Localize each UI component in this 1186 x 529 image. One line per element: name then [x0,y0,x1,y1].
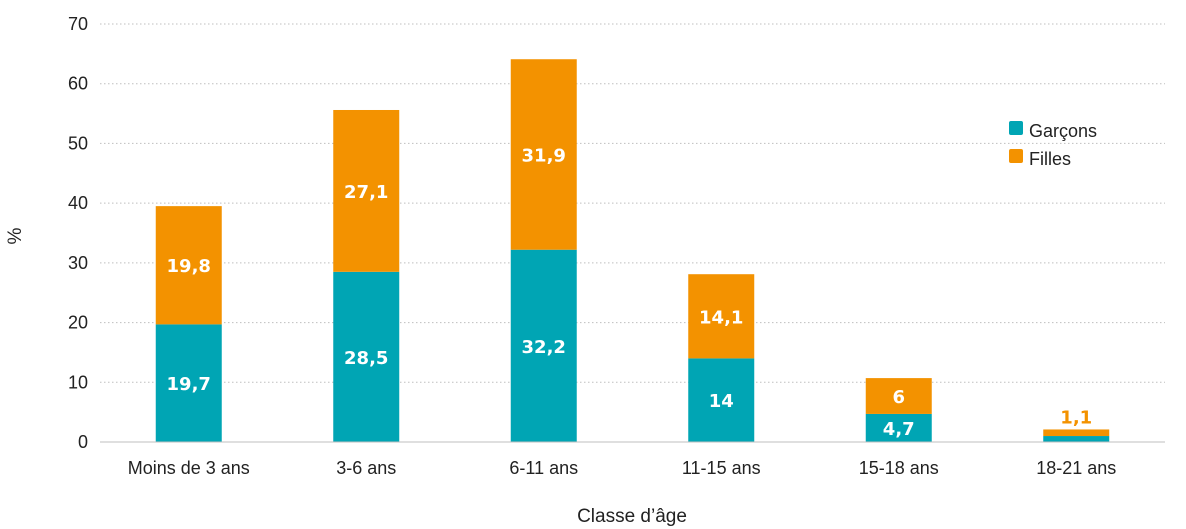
data-labels: 19,7 19,8 28,5 27,1 32,2 31,9 14 14,1 4,7 6 1,1 [167,145,1093,439]
legend-label-garcons: Garçons [1029,121,1097,141]
data-label-garcons: 28,5 [344,348,388,369]
bar-garcons [1043,436,1110,442]
x-tick-label: 11-15 ans [682,458,761,478]
y-axis-title: % [5,227,26,244]
y-tick-label: 60 [68,74,88,94]
legend-label-filles: Filles [1029,149,1071,169]
bar-garcons [155,324,222,442]
legend: Garçons Filles [1009,121,1097,169]
y-tick-label: 70 [68,14,88,34]
bar-filles [155,206,222,325]
data-label-garcons: 4,7 [883,419,915,440]
data-label-filles: 14,1 [699,307,743,328]
y-axis-ticks: 0 10 20 30 40 50 60 70 [68,14,88,452]
bar-garcons [333,271,400,442]
bar-filles [333,109,400,272]
y-tick-label: 0 [78,432,88,452]
legend-swatch-filles [1009,149,1023,163]
bar-filles [688,274,755,359]
x-axis-ticks: Moins de 3 ans 3-6 ans 6-11 ans 11-15 ans 15… [128,458,1117,478]
bars [155,59,1110,442]
data-label-filles: 19,8 [167,256,211,277]
y-tick-label: 40 [68,193,88,213]
legend-swatch-garcons [1009,121,1023,135]
y-tick-label: 20 [68,313,88,333]
data-label-filles: 1,1 [1060,407,1092,428]
bar-garcons [510,249,577,442]
data-label-garcons: 19,7 [167,374,211,395]
x-tick-label: 6-11 ans [509,458,578,478]
x-tick-label: 15-18 ans [859,458,939,478]
x-tick-label: 3-6 ans [336,458,396,478]
y-tick-label: 50 [68,133,88,153]
bar-filles [865,378,932,414]
x-axis-title: Classe d’âge [577,506,687,527]
bar-garcons [865,413,932,442]
data-label-filles: 31,9 [522,145,566,166]
x-tick-label: 18-21 ans [1036,458,1116,478]
bar-garcons [688,358,755,442]
bar-filles [1043,429,1110,437]
data-label-garcons: 32,2 [522,337,566,358]
x-tick-label: Moins de 3 ans [128,458,250,478]
bar-filles [510,59,577,250]
y-tick-label: 30 [68,253,88,273]
gridlines [100,23,1165,383]
data-label-filles: 6 [892,387,905,408]
y-tick-label: 10 [68,372,88,392]
data-label-garcons: 14 [709,391,734,412]
data-label-filles: 27,1 [344,182,388,203]
